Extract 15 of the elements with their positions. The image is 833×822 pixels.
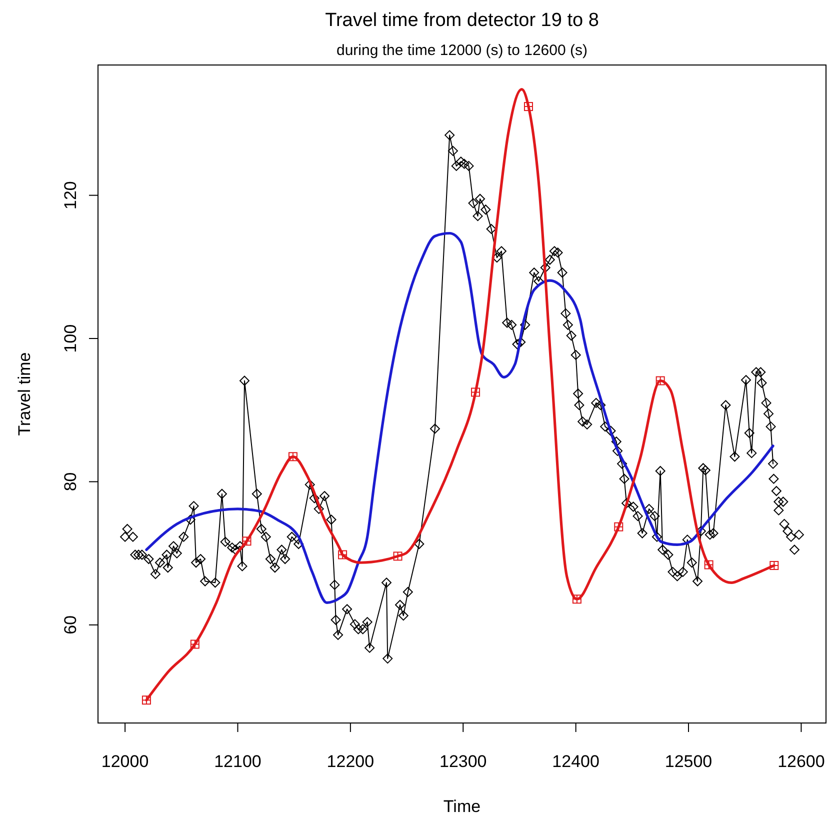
x-tick-label: 12100 <box>214 752 262 771</box>
x-tick-label: 12600 <box>778 752 825 771</box>
x-tick-label: 12200 <box>326 752 374 771</box>
x-tick-label: 12300 <box>439 752 487 771</box>
y-axis-title: Travel time <box>15 352 34 436</box>
x-tick-label: 12500 <box>664 752 712 771</box>
y-tick-label: 120 <box>61 181 80 210</box>
x-tick-label: 12400 <box>552 752 600 771</box>
chart-title: Travel time from detector 19 to 8 <box>325 10 599 31</box>
chart-subtitle: during the time 12000 (s) to 12600 (s) <box>336 42 588 59</box>
x-tick-label: 12000 <box>101 752 149 771</box>
y-tick-label: 60 <box>61 615 80 634</box>
y-tick-label: 80 <box>61 472 80 492</box>
x-axis-title: Time <box>443 797 481 816</box>
y-tick-label: 100 <box>61 324 80 353</box>
